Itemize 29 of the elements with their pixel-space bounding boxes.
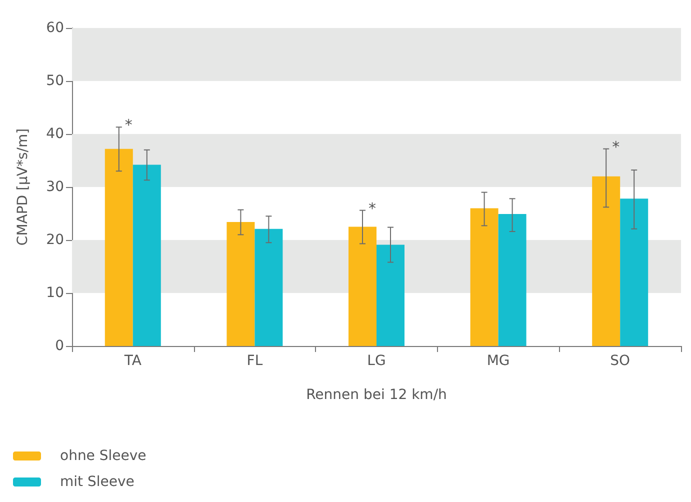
y-tick-label: 60 (46, 20, 64, 36)
y-tick-label: 50 (46, 73, 64, 89)
legend-label: ohne Sleeve (60, 448, 146, 464)
y-tick-label: 30 (46, 179, 64, 195)
bar (620, 198, 648, 346)
bar (226, 222, 255, 346)
y-tick-label: 20 (46, 232, 64, 248)
annotation: * (368, 199, 376, 218)
annotation: * (124, 116, 133, 134)
bar (592, 176, 620, 346)
bar (104, 148, 133, 346)
bar (132, 164, 161, 346)
legend-label: mit Sleeve (60, 474, 134, 490)
y-tick-label: 40 (46, 126, 64, 142)
bar (376, 244, 404, 346)
annotation: * (612, 138, 620, 156)
bar (348, 226, 376, 346)
x-tick-label: MG (486, 353, 510, 369)
bar (470, 208, 498, 346)
x-tick-label: TA (123, 353, 142, 369)
x-tick-label: SO (610, 353, 630, 369)
bar (254, 228, 283, 346)
y-axis-title: CMAPD [µV*s/m] (15, 128, 31, 246)
y-tick-label: 10 (46, 285, 64, 301)
x-tick-label: FL (246, 353, 263, 369)
y-tick-label: 0 (55, 338, 64, 354)
x-tick-label: LG (367, 353, 386, 369)
bar (498, 214, 526, 346)
x-axis-title: Rennen bei 12 km/h (306, 387, 447, 403)
